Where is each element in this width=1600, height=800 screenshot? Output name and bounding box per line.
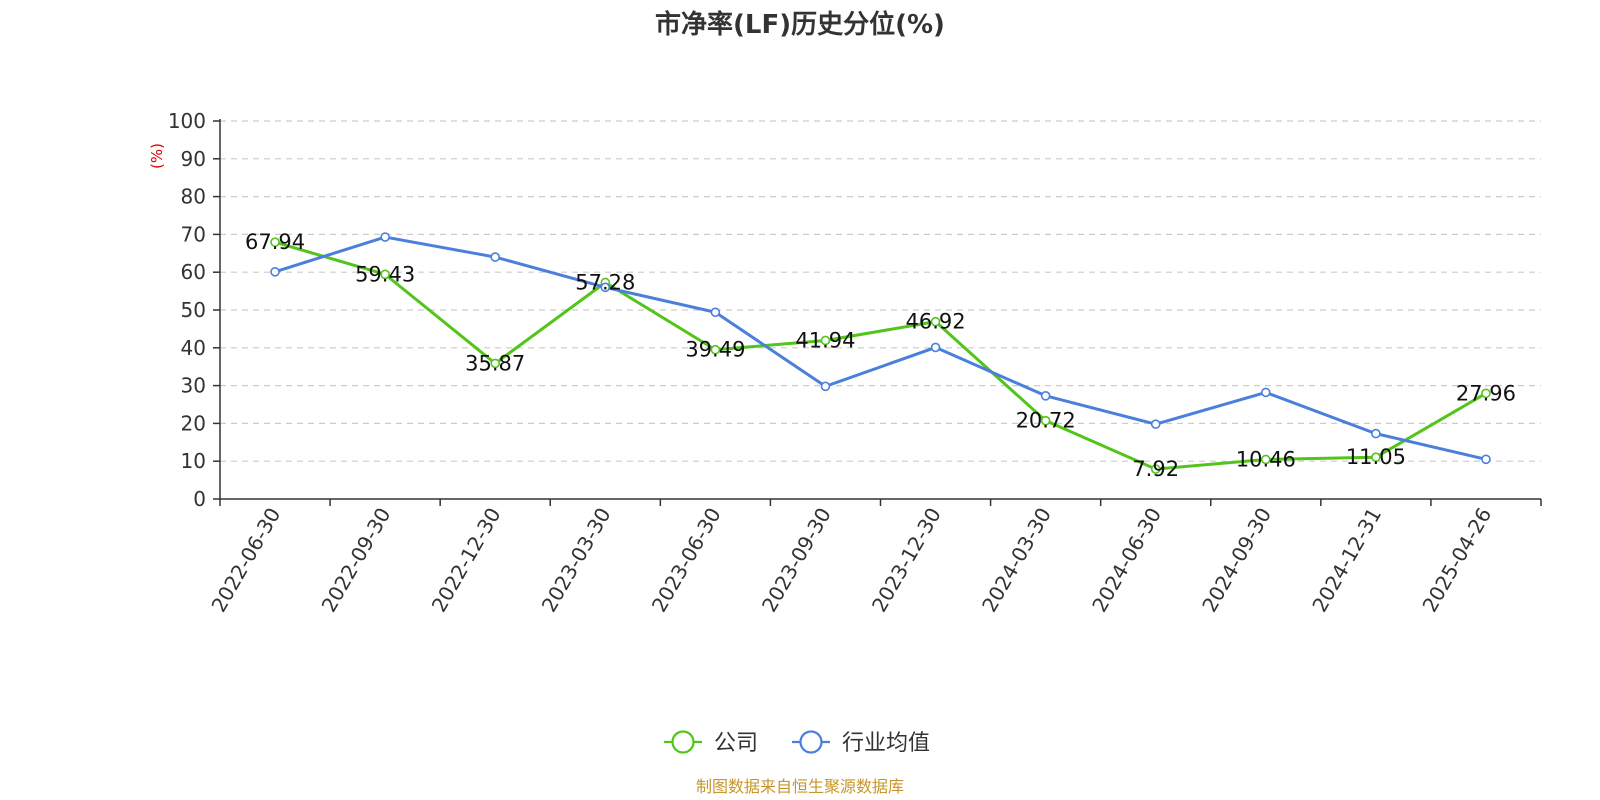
y-tick-label: 70 [181,222,206,246]
data-point[interactable] [490,252,501,262]
x-tick-label: 2023-06-30 [647,504,726,617]
legend-item-1[interactable]: 行业均值 [792,730,930,756]
data-label: 7.92 [1132,457,1179,481]
data-point[interactable] [1040,391,1051,401]
series-line-0 [274,240,1487,471]
legend-label: 行业均值 [842,731,930,756]
legend-label: 公司 [714,731,758,756]
data-label: 10.46 [1236,447,1296,471]
y-tick-label: 0 [193,487,206,511]
data-point[interactable] [1040,415,1051,426]
x-tick-label: 2022-06-30 [206,504,285,617]
x-tick-label: 2022-12-30 [427,504,506,617]
data-point[interactable] [930,342,941,353]
data-labels: 67.94 59.43 35.87 57.28 39.49 41.94 46.92 20.72… [245,230,1516,481]
y-tick-label: 10 [181,449,206,473]
y-axis-unit-label: (%) [148,143,166,169]
data-label: 57.28 [575,270,635,294]
x-tick-label: 2023-03-30 [537,504,616,617]
data-point[interactable] [380,269,390,280]
data-point[interactable] [380,232,390,242]
data-point[interactable] [1150,464,1161,474]
y-tick-label: 50 [181,298,206,322]
x-tick-label: 2023-12-30 [867,504,946,617]
data-point[interactable] [710,307,721,318]
series-layer [270,232,1491,474]
x-tick-label: 2024-03-30 [977,504,1056,617]
data-point[interactable] [600,282,611,293]
legend-marker [799,730,823,754]
legend-marker [671,730,695,754]
x-tick-label: 2022-09-30 [317,504,396,617]
data-label: 46.92 [905,310,965,334]
y-tick-label: 80 [181,185,206,209]
data-label: 39.49 [685,338,745,362]
x-tick-label: 2023-09-30 [757,504,836,617]
data-label: 11.05 [1346,445,1406,469]
data-point[interactable] [820,335,831,346]
data-point[interactable] [1150,419,1161,429]
data-point[interactable] [1481,388,1491,399]
axes: 0 10 20 30 40 50 60 70 80 90 100 2022-06-30 2022-09-… [168,109,1542,617]
y-tick-label: 100 [168,109,206,133]
data-label: 59.43 [355,262,415,286]
data-point[interactable] [1371,452,1381,463]
legend-item-0[interactable]: 公司 [664,730,758,756]
data-point[interactable] [1481,454,1491,465]
series-line-1 [274,235,1487,461]
data-point[interactable] [1260,454,1271,465]
data-point[interactable] [820,381,831,392]
data-label: 67.94 [245,230,305,254]
y-tick-label: 90 [181,147,206,171]
data-point[interactable] [270,267,280,277]
data-point[interactable] [710,344,721,355]
data-label: 27.96 [1456,381,1516,405]
data-point[interactable] [1371,428,1381,439]
data-point[interactable] [270,237,280,247]
y-tick-label: 40 [181,336,206,360]
chart-title: 市净率(LF)历史分位(%) [655,9,945,40]
legend[interactable]: 公司 行业均值 [664,730,930,756]
x-tick-label: 2025-04-26 [1417,504,1496,617]
data-label: 41.94 [795,328,855,352]
data-label: 35.87 [465,351,525,375]
data-point[interactable] [490,358,501,369]
x-tick-label: 2024-12-31 [1307,504,1386,617]
y-tick-label: 20 [181,411,206,435]
x-tick-label: 2024-06-30 [1087,504,1166,617]
y-tick-label: 60 [181,260,206,284]
y-tick-label: 30 [181,374,206,398]
gridlines [220,120,1541,462]
data-label: 20.72 [1016,409,1076,433]
x-tick-label: 2024-09-30 [1197,504,1276,617]
data-point[interactable] [930,316,941,327]
data-point[interactable] [1260,387,1271,398]
data-source-note: 制图数据来自恒生聚源数据库 [696,777,904,796]
